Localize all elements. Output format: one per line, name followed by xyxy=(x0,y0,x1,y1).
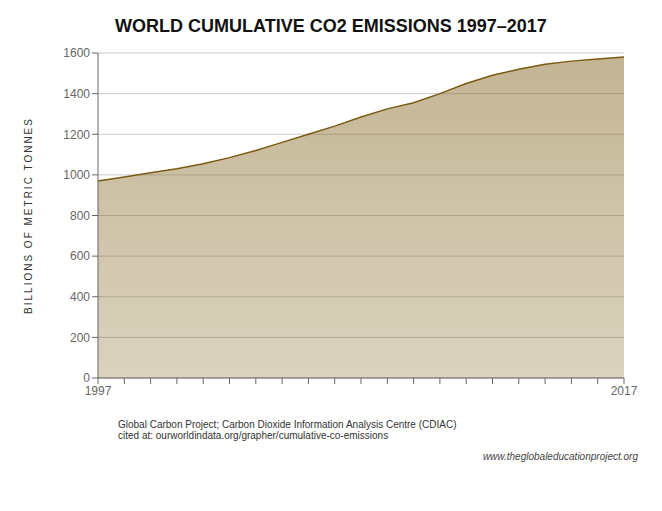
svg-text:1997: 1997 xyxy=(85,384,112,398)
svg-text:1400: 1400 xyxy=(63,87,90,101)
html-text:www.theglobaleducationproject.: www.theglobaleducationproject.org xyxy=(482,451,638,462)
svg-text:BILLIONS OF METRIC TONNES: BILLIONS OF METRIC TONNES xyxy=(23,117,34,314)
html-text:Global Carbon Project; Carbon: Global Carbon Project; Carbon Dioxide In… xyxy=(118,419,457,441)
svg-text:200: 200 xyxy=(70,331,90,345)
svg-text:400: 400 xyxy=(70,290,90,304)
svg-text:600: 600 xyxy=(70,249,90,263)
svg-text:1200: 1200 xyxy=(63,128,90,142)
html-text:WORLD CUMULATIVE CO2 EMISSIONS: WORLD CUMULATIVE CO2 EMISSIONS 1997–2017 xyxy=(115,16,547,36)
svg-text:1000: 1000 xyxy=(63,168,90,182)
svg-text:0: 0 xyxy=(83,371,90,385)
svg-text:1600: 1600 xyxy=(63,46,90,60)
svg-text:800: 800 xyxy=(70,209,90,223)
svg-text:2017: 2017 xyxy=(611,384,638,398)
